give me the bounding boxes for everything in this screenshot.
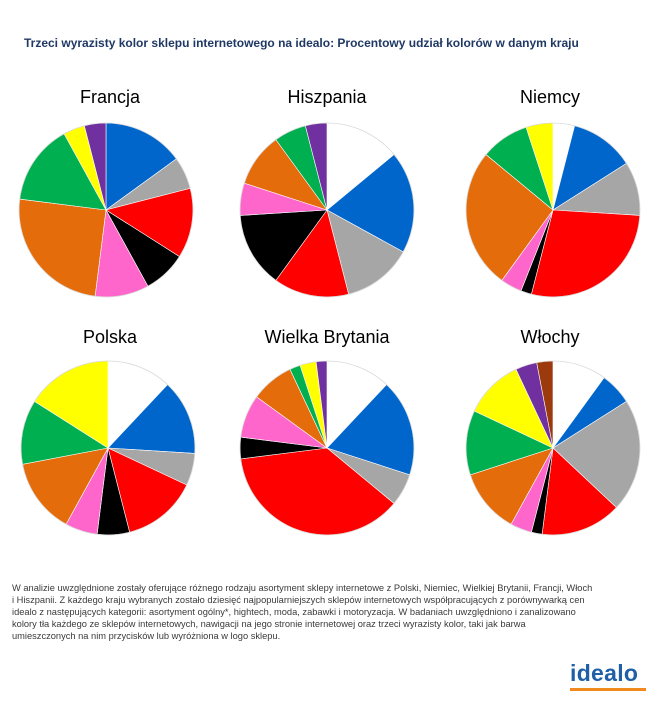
chart-title: Trzeci wyrazisty kolor sklepu internetow…	[24, 36, 579, 50]
logo-underline	[570, 688, 646, 691]
pie-outline-hiszpania	[239, 122, 415, 298]
pie-hiszpania	[239, 122, 415, 298]
pie-title-polska: Polska	[82, 327, 138, 347]
pie-slice-francja-6	[18, 198, 107, 297]
pie-title-wlochy: Włochy	[520, 327, 580, 347]
pie-outline-polska	[20, 360, 196, 536]
pie-outline-niemcy	[465, 122, 641, 298]
footnote: W analizie uwzględnione zostały oferując…	[12, 583, 593, 641]
pie-outline-francja	[18, 122, 194, 298]
pie-francja	[18, 122, 194, 298]
pie-title-francja: Francja	[79, 87, 141, 107]
pie-outline-wielka-brytania	[239, 360, 415, 536]
pie-wielka-brytania	[239, 360, 415, 536]
pie-title-wielka-brytania: Wielka Brytania	[264, 327, 390, 347]
pie-polska	[20, 360, 196, 536]
pie-title-niemcy: Niemcy	[519, 87, 580, 107]
pie-niemcy	[465, 122, 641, 298]
idealo-logo: idealo	[570, 660, 639, 686]
pie-wlochy	[465, 360, 641, 536]
pie-outline-wlochy	[465, 360, 641, 536]
pie-title-hiszpania: Hiszpania	[287, 87, 367, 107]
